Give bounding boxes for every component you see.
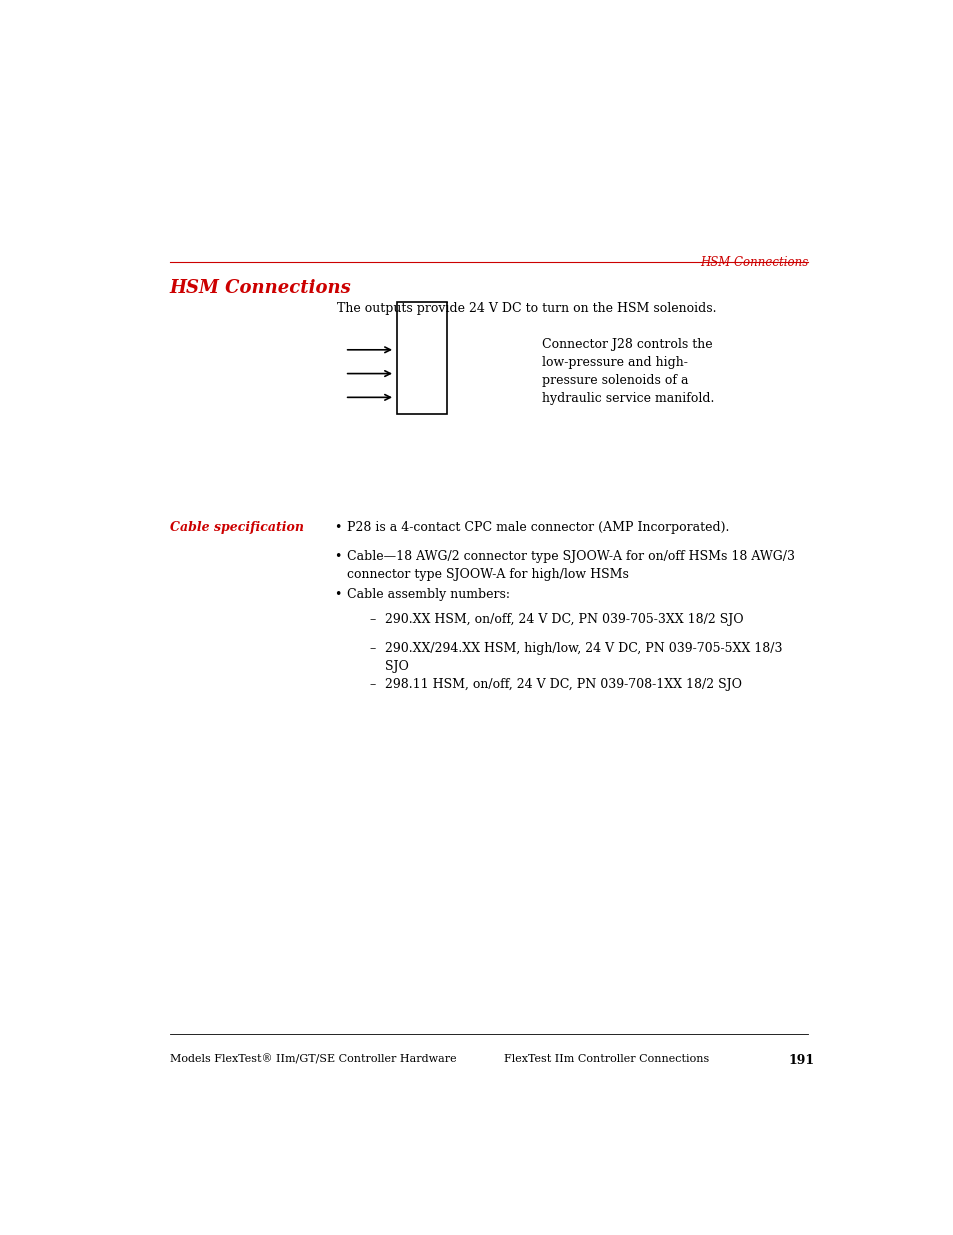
Text: –: – bbox=[369, 678, 375, 690]
Text: •: • bbox=[334, 551, 340, 563]
Text: The outputs provide 24 V DC to turn on the HSM solenoids.: The outputs provide 24 V DC to turn on t… bbox=[337, 303, 716, 315]
Text: Cable assembly numbers:: Cable assembly numbers: bbox=[347, 588, 510, 600]
Text: 191: 191 bbox=[787, 1055, 814, 1067]
Text: 290.XX/294.XX HSM, high/low, 24 V DC, PN 039-705-5XX 18/3
SJO: 290.XX/294.XX HSM, high/low, 24 V DC, PN… bbox=[385, 642, 782, 673]
Text: FlexTest IIm Controller Connections: FlexTest IIm Controller Connections bbox=[503, 1055, 708, 1065]
Text: Cable specification: Cable specification bbox=[170, 521, 303, 534]
Text: Cable—18 AWG/2 connector type SJOOW-A for on/off HSMs 18 AWG/3
connector type SJ: Cable—18 AWG/2 connector type SJOOW-A fo… bbox=[347, 551, 794, 582]
Text: 298.11 HSM, on/off, 24 V DC, PN 039-708-1XX 18/2 SJO: 298.11 HSM, on/off, 24 V DC, PN 039-708-… bbox=[385, 678, 741, 690]
Text: •: • bbox=[334, 588, 340, 600]
Bar bbox=[396, 303, 446, 415]
Text: Connector J28 controls the
low-pressure and high-
pressure solenoids of a
hydrau: Connector J28 controls the low-pressure … bbox=[541, 338, 714, 405]
Text: –: – bbox=[369, 642, 375, 655]
Text: •: • bbox=[334, 521, 340, 534]
Text: 290.XX HSM, on/off, 24 V DC, PN 039-705-3XX 18/2 SJO: 290.XX HSM, on/off, 24 V DC, PN 039-705-… bbox=[385, 614, 743, 626]
Text: P28 is a 4-contact CPC male connector (AMP Incorporated).: P28 is a 4-contact CPC male connector (A… bbox=[347, 521, 729, 534]
Text: HSM Connections: HSM Connections bbox=[700, 256, 807, 269]
Text: HSM Connections: HSM Connections bbox=[170, 279, 351, 298]
Text: –: – bbox=[369, 614, 375, 626]
Text: Models FlexTest® IIm/GT/SE Controller Hardware: Models FlexTest® IIm/GT/SE Controller Ha… bbox=[170, 1055, 456, 1065]
